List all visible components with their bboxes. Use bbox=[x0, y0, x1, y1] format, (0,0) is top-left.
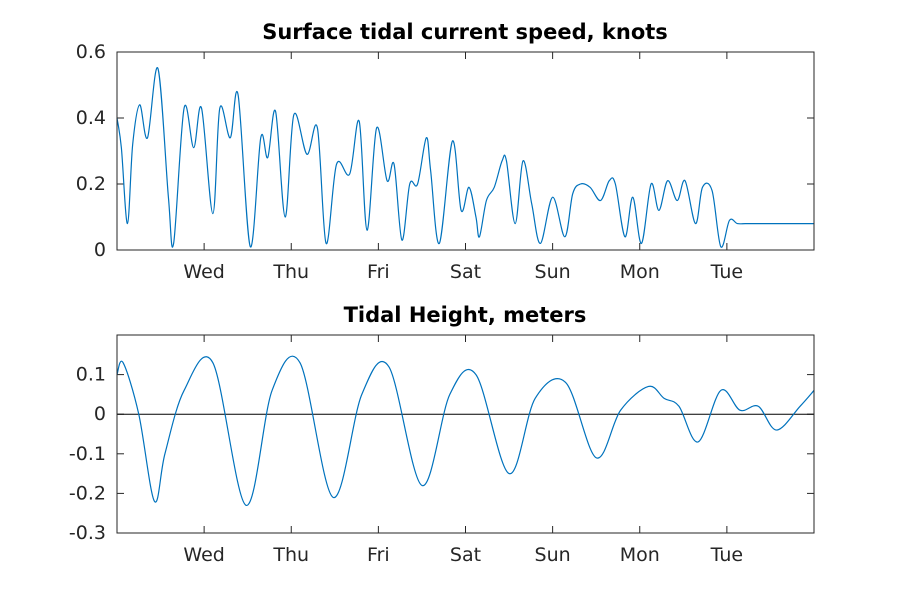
y-tick-label: 0 bbox=[94, 403, 106, 425]
y-tick-label: 0.4 bbox=[76, 107, 106, 129]
x-tick-label: Mon bbox=[620, 261, 660, 283]
chart-title: Surface tidal current speed, knots bbox=[262, 20, 668, 44]
plot-area bbox=[116, 355, 815, 506]
x-tick-label: Fri bbox=[367, 261, 390, 283]
tidal-height-chart: Tidal Height, meters -0.3 -0.2 -0.1 0 0.1 We… bbox=[69, 303, 815, 566]
x-tick-label: Thu bbox=[272, 261, 309, 283]
x-tick-label: Mon bbox=[620, 544, 660, 566]
x-tick-label: Fri bbox=[367, 544, 390, 566]
series-line bbox=[116, 67, 814, 248]
x-axis-ticks: Wed Thu Fri Sat Sun Mon Tue bbox=[183, 335, 743, 566]
x-tick-label: Thu bbox=[272, 544, 309, 566]
y-axis-ticks: -0.3 -0.2 -0.1 0 0.1 bbox=[69, 364, 814, 544]
x-tick-label: Sun bbox=[535, 261, 571, 283]
axes-frame bbox=[116, 51, 815, 251]
y-tick-label: 0 bbox=[94, 239, 106, 261]
x-tick-label: Tue bbox=[710, 544, 743, 566]
x-tick-label: Sat bbox=[450, 544, 481, 566]
y-tick-label: 0.2 bbox=[76, 173, 106, 195]
x-tick-label: Sun bbox=[535, 544, 571, 566]
series-line bbox=[116, 355, 815, 506]
y-tick-label: -0.2 bbox=[69, 482, 106, 504]
y-tick-label: 0.1 bbox=[76, 364, 106, 386]
plot-area bbox=[116, 67, 814, 248]
x-tick-label: Sat bbox=[450, 261, 481, 283]
x-tick-label: Wed bbox=[183, 544, 224, 566]
x-tick-label: Tue bbox=[710, 261, 743, 283]
x-tick-label: Wed bbox=[183, 261, 224, 283]
axes-frame bbox=[116, 334, 815, 534]
current-speed-chart: Surface tidal current speed, knots 00.20… bbox=[76, 20, 815, 283]
chart-title: Tidal Height, meters bbox=[344, 303, 587, 327]
y-tick-label: -0.1 bbox=[69, 443, 106, 465]
y-axis-ticks: 0 0.2 0.4 0.6 bbox=[76, 41, 814, 261]
x-axis-ticks: Wed Thu Fri Sat Sun Mon Tue bbox=[183, 52, 743, 283]
y-tick-label: 0.6 bbox=[76, 41, 106, 63]
y-tick-label: -0.3 bbox=[69, 522, 106, 544]
